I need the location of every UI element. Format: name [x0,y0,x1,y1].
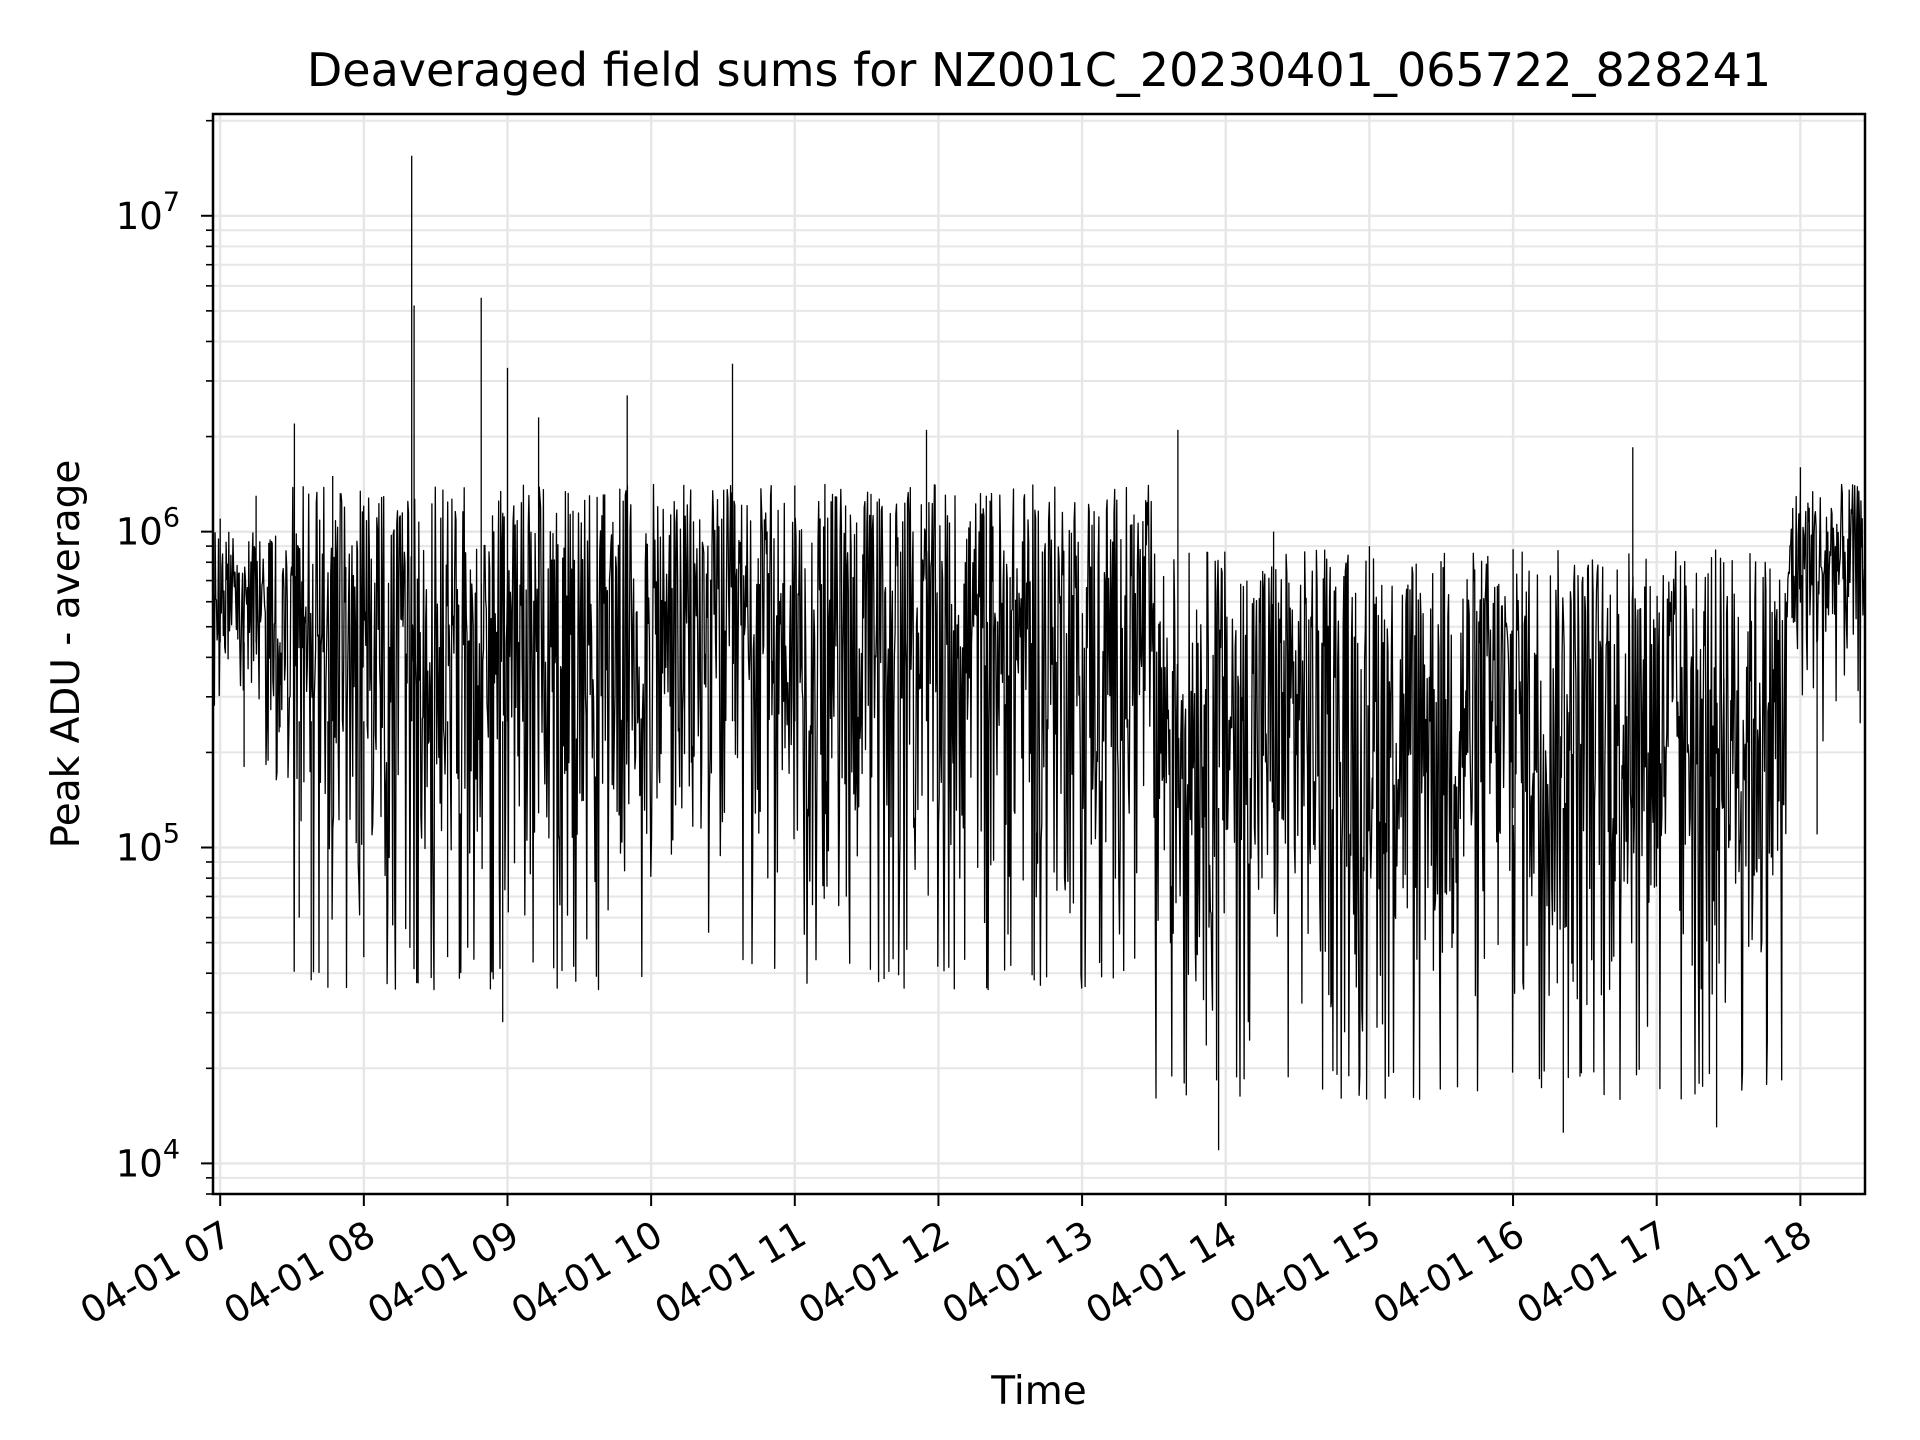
x-tick-label: 04-01 08 [217,1213,383,1333]
x-tick-label: 04-01 09 [360,1213,526,1333]
y-tick-label: 105 [116,819,180,870]
data-series [212,155,1866,1151]
series-line [212,155,1866,1151]
x-tick-label: 04-01 15 [1222,1213,1388,1333]
y-tick-label: 107 [116,187,180,238]
x-tick-label: 04-01 12 [791,1213,957,1333]
x-tick-label: 04-01 16 [1366,1213,1532,1333]
y-axis-label: Peak ADU - average [44,460,89,849]
x-tick-label: 04-01 07 [73,1213,239,1333]
chart-title: Deaveraged field sums for NZ001C_2023040… [307,43,1771,97]
x-tick-label: 04-01 11 [648,1213,814,1333]
x-tick-label: 04-01 18 [1653,1213,1819,1333]
x-tick-label: 04-01 14 [1079,1213,1245,1333]
x-tick-label: 04-01 10 [504,1213,670,1333]
x-tick-label: 04-01 13 [935,1213,1101,1333]
x-axis-label: Time [990,1369,1086,1414]
x-tick-label: 04-01 17 [1510,1213,1676,1333]
y-tick-label: 104 [116,1134,180,1185]
y-tick-label: 106 [116,503,180,554]
plot-frame [211,112,1867,1196]
